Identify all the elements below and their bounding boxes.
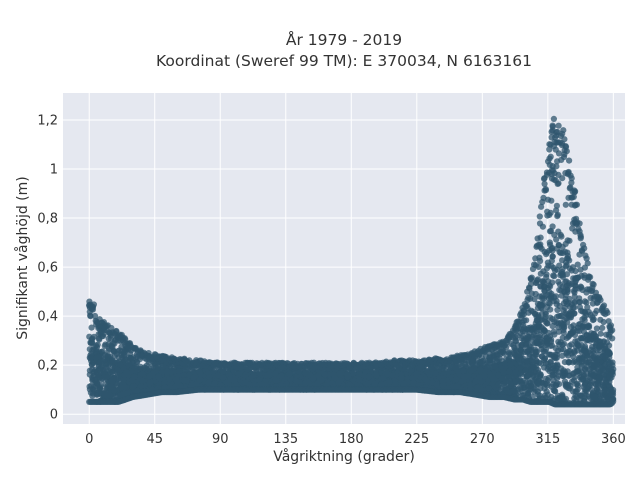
data-point: [88, 361, 95, 368]
data-point: [558, 156, 565, 163]
data-point: [537, 257, 544, 265]
data-point: [597, 330, 604, 337]
data-point: [599, 324, 606, 331]
data-point: [548, 292, 555, 299]
data-point: [556, 395, 563, 402]
data-point: [558, 312, 565, 320]
chart-title: År 1979 - 2019: [286, 30, 402, 49]
data-point: [583, 299, 590, 306]
data-point: [541, 333, 548, 340]
data-point: [600, 318, 607, 326]
data-point: [590, 316, 597, 323]
data-point: [548, 197, 555, 204]
data-point: [554, 213, 561, 220]
scatter-points: [86, 115, 617, 408]
data-point: [127, 354, 134, 361]
data-point: [555, 278, 562, 285]
data-point: [536, 213, 543, 220]
data-point: [574, 380, 581, 387]
data-point: [547, 241, 554, 248]
data-point: [553, 313, 561, 320]
data-point: [553, 236, 560, 243]
chart-subtitle: Koordinat (Sweref 99 TM): E 370034, N 61…: [156, 52, 532, 70]
data-point: [564, 288, 571, 296]
data-point: [563, 271, 571, 278]
data-point: [550, 387, 557, 394]
data-point: [577, 334, 584, 341]
data-point: [583, 364, 590, 371]
data-point: [561, 378, 569, 385]
data-point: [560, 329, 567, 336]
data-point: [105, 340, 112, 347]
data-point: [529, 393, 536, 400]
data-point: [571, 293, 578, 300]
data-point: [566, 342, 573, 349]
data-point: [549, 223, 556, 230]
data-point: [566, 257, 573, 264]
data-point: [581, 317, 588, 324]
data-point: [546, 228, 554, 235]
data-point: [549, 247, 556, 254]
data-point: [558, 292, 565, 299]
data-point: [576, 304, 584, 311]
data-point: [562, 201, 569, 208]
data-point: [555, 242, 563, 249]
data-point: [569, 388, 577, 395]
data-point: [606, 333, 613, 340]
data-point: [519, 356, 526, 363]
data-point: [562, 240, 569, 247]
data-point: [557, 365, 565, 372]
data-point: [593, 307, 600, 314]
data-point: [568, 175, 575, 182]
data-point: [109, 368, 116, 375]
data-point: [593, 325, 601, 332]
data-point: [556, 249, 563, 256]
data-point: [576, 299, 584, 306]
